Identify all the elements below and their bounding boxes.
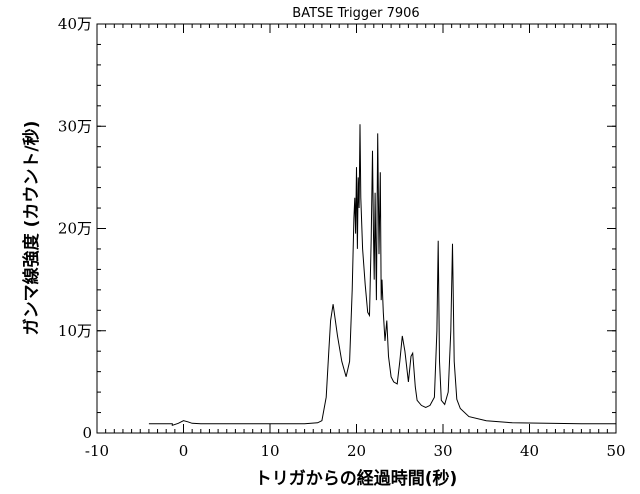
y-tick-label: 10万	[58, 322, 92, 340]
x-tick-label: 0	[179, 442, 189, 460]
y-tick-label: 0	[82, 424, 92, 442]
x-tick-label: -10	[85, 442, 109, 460]
chart-title: BATSE Trigger 7906	[292, 6, 419, 21]
axis-ticks	[96, 23, 617, 434]
y-tick-label: 30万	[58, 117, 92, 135]
y-tick-label: 40万	[58, 15, 92, 33]
x-tick-label: 50	[606, 442, 625, 460]
light-curve-line	[148, 124, 616, 426]
y-axis-label: ガンマ線強度 (カウント/秒)	[21, 121, 42, 336]
x-tick-label: 20	[347, 442, 366, 460]
x-axis-label: トリガからの経過時間(秒)	[255, 468, 458, 489]
y-tick-labels: 0 10万 20万 30万 40万	[58, 15, 92, 442]
plot-frame	[96, 23, 617, 434]
y-tick-label: 20万	[58, 220, 92, 238]
series-group	[148, 124, 616, 426]
x-tick-label: 10	[260, 442, 279, 460]
x-tick-label: 30	[433, 442, 452, 460]
x-tick-labels: -10 0 10 20 30 40 50	[85, 442, 626, 460]
x-tick-label: 40	[520, 442, 539, 460]
